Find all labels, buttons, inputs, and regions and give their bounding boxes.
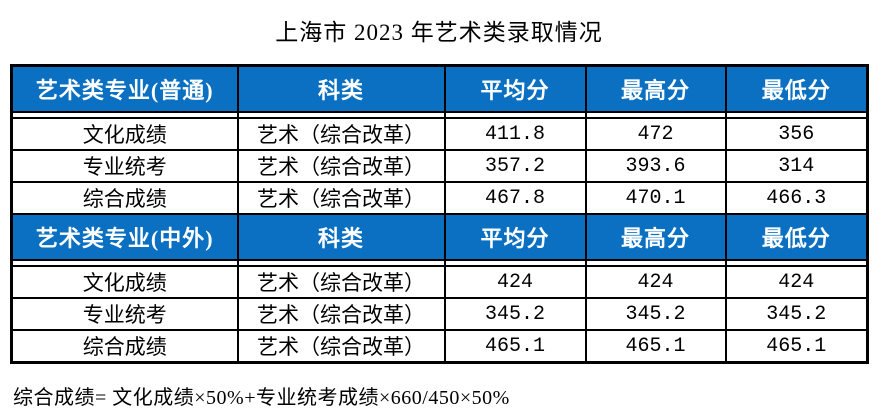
table-row: 文化成绩 艺术（综合改革） 411.8 472 356: [10, 117, 869, 151]
lowest-score-cell: 345.2: [724, 297, 869, 331]
subject-cell: 艺术（综合改革）: [236, 329, 446, 364]
section1-category-header: 艺术类专业(普通): [10, 64, 239, 113]
average-score-cell: 467.8: [443, 181, 587, 215]
table-row: 综合成绩 艺术（综合改革） 465.1 465.1 465.1: [10, 329, 869, 364]
average-score-cell: 465.1: [443, 329, 587, 364]
row-label: 专业统考: [10, 149, 239, 183]
highest-score-cell: 465.1: [584, 329, 727, 364]
row-label: 文化成绩: [10, 117, 239, 151]
spacer-row: [10, 259, 869, 267]
average-score-cell: 411.8: [443, 117, 587, 151]
spacer-row: [10, 111, 869, 119]
highest-score-cell: 472: [584, 117, 727, 151]
average-score-cell: 424: [443, 265, 587, 299]
lowest-score-cell: 466.3: [724, 181, 869, 215]
section1-lowest-header: 最低分: [724, 64, 869, 113]
subject-cell: 艺术（综合改革）: [236, 265, 446, 299]
row-label: 专业统考: [10, 297, 239, 331]
section2-average-header: 平均分: [443, 213, 587, 261]
average-score-cell: 345.2: [443, 297, 587, 331]
row-label: 文化成绩: [10, 265, 239, 299]
section2-category-header: 艺术类专业(中外): [10, 213, 239, 261]
row-label: 综合成绩: [10, 181, 239, 215]
lowest-score-cell: 356: [724, 117, 869, 151]
subject-cell: 艺术（综合改革）: [236, 149, 446, 183]
highest-score-cell: 470.1: [584, 181, 727, 215]
score-formula-footnote: 综合成绩= 文化成绩×50%+专业统考成绩×660/450×50%: [13, 387, 510, 409]
lowest-score-cell: 465.1: [724, 329, 869, 364]
section1-header-row: 艺术类专业(普通) 科类 平均分 最高分 最低分: [10, 64, 869, 113]
subject-cell: 艺术（综合改革）: [236, 181, 446, 215]
subject-cell: 艺术（综合改革）: [236, 117, 446, 151]
section1-highest-header: 最高分: [584, 64, 727, 113]
admission-score-table: 艺术类专业(普通) 科类 平均分 最高分 最低分 文化成绩 艺术（综合改革） 4…: [10, 64, 869, 364]
highest-score-cell: 424: [584, 265, 727, 299]
section2-header-row: 艺术类专业(中外) 科类 平均分 最高分 最低分: [10, 213, 869, 261]
row-label: 综合成绩: [10, 329, 239, 364]
highest-score-cell: 345.2: [584, 297, 727, 331]
table-row: 专业统考 艺术（综合改革） 345.2 345.2 345.2: [10, 297, 869, 331]
table-row: 专业统考 艺术（综合改革） 357.2 393.6 314: [10, 149, 869, 183]
highest-score-cell: 393.6: [584, 149, 727, 183]
page-title: 上海市 2023 年艺术类录取情况: [275, 20, 603, 45]
page: 上海市 2023 年艺术类录取情况 艺术类专业(普通) 科类 平均分 最高分 最…: [0, 13, 878, 411]
section1-subject-header: 科类: [236, 64, 446, 113]
lowest-score-cell: 314: [724, 149, 869, 183]
table-row: 文化成绩 艺术（综合改革） 424 424 424: [10, 265, 869, 299]
section1-average-header: 平均分: [443, 64, 587, 113]
lowest-score-cell: 424: [724, 265, 869, 299]
section2-highest-header: 最高分: [584, 213, 727, 261]
section2-subject-header: 科类: [236, 213, 446, 261]
subject-cell: 艺术（综合改革）: [236, 297, 446, 331]
average-score-cell: 357.2: [443, 149, 587, 183]
table-row: 综合成绩 艺术（综合改革） 467.8 470.1 466.3: [10, 181, 869, 215]
section2-lowest-header: 最低分: [724, 213, 869, 261]
